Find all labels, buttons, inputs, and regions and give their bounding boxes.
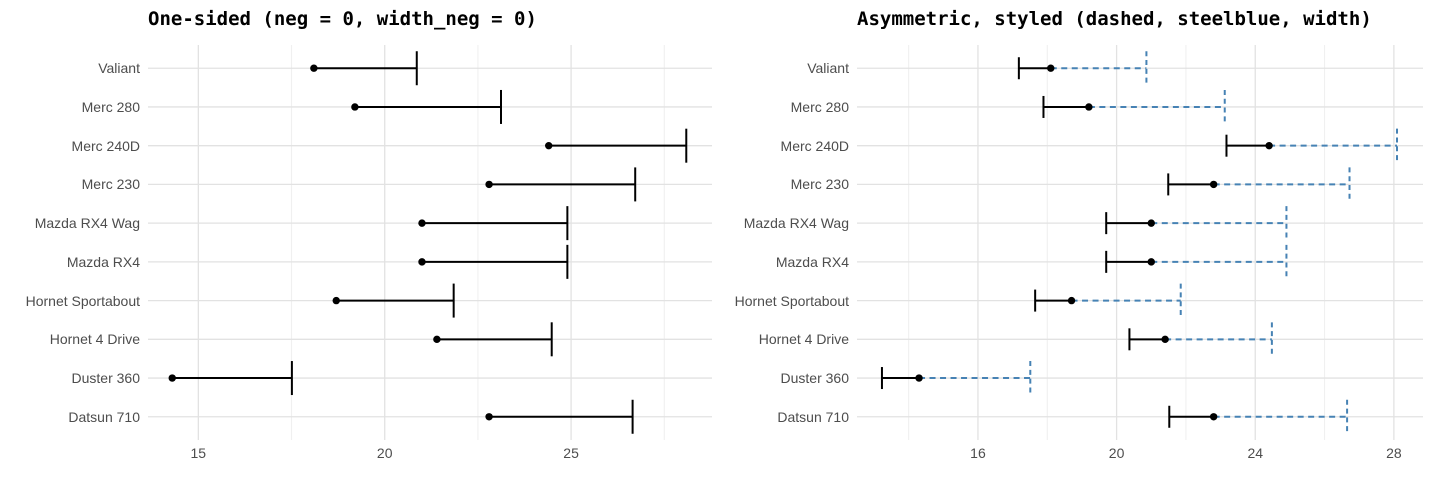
y-axis-label: Valiant	[98, 60, 140, 77]
data-point	[418, 258, 426, 266]
data-point	[1067, 296, 1076, 305]
data-point	[351, 103, 359, 111]
y-axis-label: Merc 230	[81, 176, 140, 193]
data-point	[1147, 219, 1155, 227]
data-point	[545, 141, 553, 150]
data-point	[1209, 413, 1218, 421]
y-axis-label: Merc 280	[81, 98, 140, 115]
y-axis-label: Merc 240D	[71, 137, 140, 154]
y-axis-label: Merc 230	[790, 176, 849, 193]
y-axis-label: Datsun 710	[777, 408, 849, 425]
data-point	[418, 219, 426, 227]
data-point	[915, 374, 923, 382]
data-point	[1085, 103, 1093, 111]
data-point	[485, 413, 493, 421]
y-axis-label: Valiant	[807, 60, 849, 77]
right-plot-title: Asymmetric, styled (dashed, steelblue, w…	[857, 8, 1372, 30]
x-tick-label: 15	[190, 445, 207, 461]
x-tick-label: 24	[1247, 445, 1264, 461]
x-tick-label: 16	[970, 445, 986, 461]
y-axis-label: Hornet Sportabout	[734, 292, 849, 309]
x-tick-label: 28	[1386, 445, 1402, 461]
data-point	[332, 296, 340, 305]
data-point	[1209, 180, 1218, 189]
data-point	[310, 64, 318, 72]
y-axis-label: Duster 360	[71, 370, 140, 387]
y-axis-label: Duster 360	[780, 370, 849, 387]
y-axis-label: Merc 280	[790, 98, 849, 115]
y-axis-label: Mazda RX4 Wag	[743, 215, 849, 232]
y-axis-label: Mazda RX4 Wag	[34, 215, 140, 232]
x-tick-label: 20	[376, 445, 393, 461]
y-axis-label: Hornet 4 Drive	[758, 331, 849, 348]
y-axis-label: Mazda RX4	[66, 253, 140, 270]
y-axis-label: Hornet 4 Drive	[49, 331, 140, 348]
data-point	[168, 374, 176, 382]
x-tick-label: 20	[1108, 445, 1125, 461]
data-point	[1047, 64, 1055, 72]
data-point	[1265, 141, 1273, 150]
data-point	[1161, 335, 1169, 344]
data-point	[1147, 258, 1155, 266]
left-plot-title: One-sided (neg = 0, width_neg = 0)	[148, 8, 537, 30]
y-axis-label: Merc 240D	[780, 137, 849, 154]
x-tick-label: 25	[563, 445, 579, 461]
y-axis-label: Hornet Sportabout	[25, 292, 140, 309]
data-point	[485, 180, 493, 189]
data-point	[433, 335, 441, 344]
y-axis-label: Datsun 710	[68, 408, 140, 425]
y-axis-label: Mazda RX4	[775, 253, 849, 270]
